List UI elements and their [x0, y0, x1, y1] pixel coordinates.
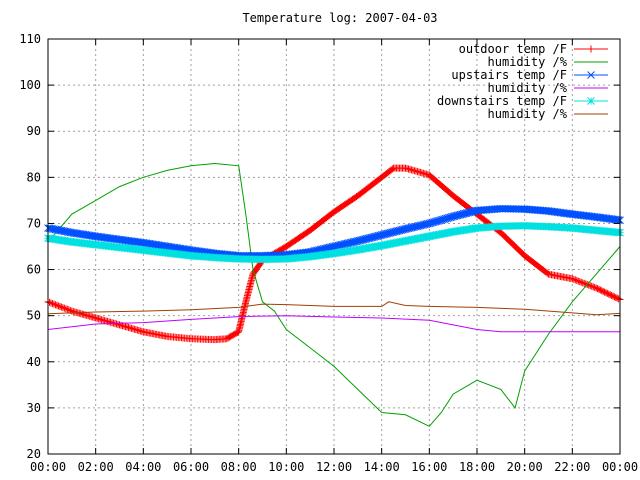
legend-marker	[587, 71, 595, 79]
legend-label: downstairs temp /F	[437, 94, 567, 108]
legend-entry: humidity /%	[488, 107, 608, 121]
x-tick-label: 02:00	[78, 460, 114, 474]
legend-entry: downstairs temp /F	[437, 94, 608, 108]
y-tick-label: 90	[27, 124, 41, 138]
axis-ticks: 20 30 40 50 60 70 80 90 100 110 00:00 02:00 04:00 06:…	[19, 32, 638, 474]
legend-entry: outdoor temp /F	[459, 42, 608, 56]
y-tick-label: 50	[27, 309, 41, 323]
y-tick-label: 30	[27, 401, 41, 415]
series-5	[47, 301, 621, 316]
series-line	[47, 315, 620, 333]
legend-label: outdoor temp /F	[459, 42, 567, 56]
legend-marker	[587, 97, 595, 105]
legend-label: upstairs temp /F	[451, 68, 567, 82]
x-tick-label: 22:00	[554, 460, 590, 474]
x-tick-label: 20:00	[507, 460, 543, 474]
series-3	[47, 315, 620, 333]
legend-entry: humidity /%	[488, 55, 608, 69]
y-tick-label: 70	[27, 216, 41, 230]
y-tick-label: 100	[19, 78, 41, 92]
x-tick-label: 18:00	[459, 460, 495, 474]
legend-label: humidity /%	[488, 107, 568, 121]
series-line	[47, 301, 621, 316]
x-tick-label: 04:00	[125, 460, 161, 474]
y-tick-label: 20	[27, 447, 41, 461]
legend-entry: upstairs temp /F	[451, 68, 608, 82]
x-tick-label: 00:00	[602, 460, 638, 474]
x-tick-label: 12:00	[316, 460, 352, 474]
y-tick-label: 60	[27, 263, 41, 277]
y-tick-label: 110	[19, 32, 41, 46]
series-line	[47, 162, 621, 427]
x-tick-label: 06:00	[173, 460, 209, 474]
x-tick-label: 14:00	[364, 460, 400, 474]
x-tick-label: 08:00	[221, 460, 257, 474]
x-tick-label: 00:00	[30, 460, 66, 474]
x-tick-label: 10:00	[268, 460, 304, 474]
legend-label: humidity /%	[488, 55, 568, 69]
chart-title: Temperature log: 2007-04-03	[242, 11, 437, 25]
y-tick-label: 80	[27, 170, 41, 184]
legend-entry: humidity /%	[488, 81, 608, 95]
y-tick-label: 40	[27, 355, 41, 369]
series-1	[47, 162, 621, 427]
legend-label: humidity /%	[488, 81, 568, 95]
x-tick-label: 16:00	[411, 460, 447, 474]
legend-marker	[587, 45, 595, 53]
